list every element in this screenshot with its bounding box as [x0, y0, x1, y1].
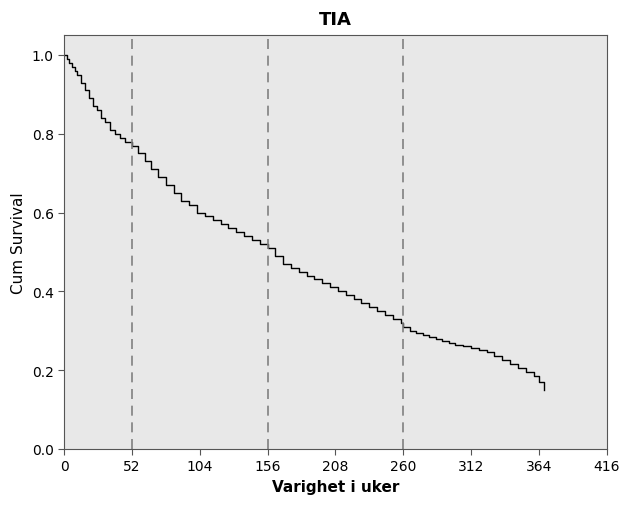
- Y-axis label: Cum Survival: Cum Survival: [11, 192, 26, 293]
- X-axis label: Varighet i uker: Varighet i uker: [272, 479, 399, 494]
- Title: TIA: TIA: [319, 11, 352, 29]
